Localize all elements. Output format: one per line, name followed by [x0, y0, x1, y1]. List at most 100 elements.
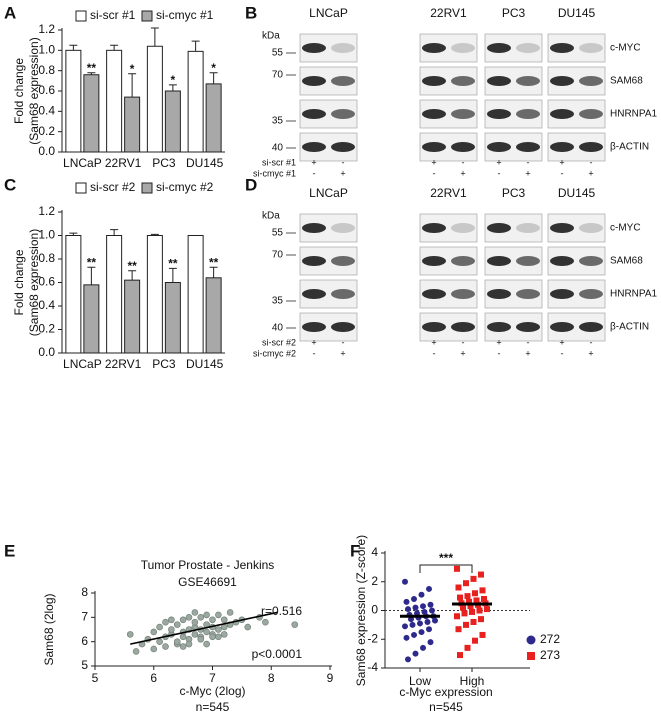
point — [209, 633, 216, 641]
x-tick-label: 8 — [268, 671, 275, 685]
condition-sign: + — [431, 337, 436, 347]
y-tick-label: 1.2 — [38, 204, 55, 218]
y-axis-label: Fold change — [12, 249, 26, 315]
protein-label: SAM68 — [610, 256, 643, 267]
band — [487, 223, 511, 233]
y-tick-label: 1.2 — [38, 22, 55, 36]
point — [409, 621, 416, 628]
bar — [124, 96, 141, 153]
y-tick-label: 0.6 — [38, 275, 55, 289]
protein-label: HNRNPA1 — [610, 109, 657, 120]
band — [516, 142, 540, 152]
point — [203, 640, 210, 648]
condition-sign: - — [433, 348, 436, 358]
y-tick-label: 5 — [81, 658, 88, 672]
band — [302, 142, 326, 152]
band — [331, 142, 355, 152]
point — [427, 639, 434, 646]
point — [150, 628, 158, 636]
bar — [146, 45, 163, 153]
band — [550, 322, 574, 332]
panel-label: D — [245, 175, 257, 194]
error-bar — [128, 73, 137, 98]
band — [451, 76, 475, 86]
point — [467, 603, 474, 610]
bar — [164, 282, 181, 354]
condition-sign: + — [311, 337, 316, 347]
condition-sign: - — [498, 348, 501, 358]
y-tick-label: 4 — [371, 545, 378, 559]
point — [220, 616, 228, 624]
point — [454, 565, 460, 572]
band — [550, 43, 574, 53]
bar — [83, 74, 100, 153]
point — [403, 634, 410, 641]
y-tick-label: 0.4 — [38, 104, 55, 118]
band — [422, 142, 446, 152]
y-tick-label: 0.2 — [38, 322, 55, 336]
y-axis-label: Fold change — [12, 58, 26, 124]
marker-label: 40 — [272, 143, 284, 154]
band — [550, 76, 574, 86]
condition-sign: - — [498, 168, 501, 178]
point — [457, 594, 463, 601]
legend-swatch — [526, 635, 536, 645]
bar — [187, 235, 204, 354]
condition-sign: - — [462, 157, 465, 167]
condition-sign: - — [527, 337, 530, 347]
condition-sign: + — [588, 348, 593, 358]
legend-swatch — [527, 652, 535, 660]
point — [479, 587, 486, 594]
point — [132, 648, 140, 655]
bar — [164, 90, 181, 153]
marker-label: 55 — [272, 228, 284, 239]
point — [220, 631, 228, 638]
error-bar — [110, 229, 119, 236]
kda-label: kDa — [262, 211, 280, 222]
y-tick-label: 2 — [371, 574, 378, 588]
x-tick-label: Low — [409, 674, 431, 688]
x-tick-label: PC3 — [152, 156, 176, 170]
y-tick-label: 1.0 — [38, 43, 55, 57]
protein-label: HNRNPA1 — [610, 289, 657, 300]
significance: * — [130, 62, 135, 76]
fit-line — [130, 611, 278, 645]
y-tick-label: 0 — [371, 603, 378, 617]
band — [451, 223, 475, 233]
band — [331, 256, 355, 266]
condition-sign: + — [340, 168, 345, 178]
bar — [205, 83, 222, 153]
point — [403, 598, 410, 605]
band — [487, 322, 511, 332]
sample-size: n=545 — [196, 700, 230, 714]
point — [457, 652, 463, 659]
y-axis-label: (Sam68 expression) — [27, 37, 41, 144]
point — [168, 626, 175, 633]
condition-sign: + — [460, 168, 465, 178]
point — [472, 637, 478, 644]
point — [173, 621, 181, 628]
panel-label: F — [350, 541, 360, 560]
point — [461, 610, 468, 617]
condition-sign: - — [313, 168, 316, 178]
x-tick-label: 6 — [150, 671, 157, 685]
point — [418, 591, 425, 598]
condition-sign: + — [431, 157, 436, 167]
point — [460, 604, 466, 611]
y-tick-label: 0.4 — [38, 298, 55, 312]
band — [579, 322, 603, 332]
significance: ** — [87, 255, 97, 269]
bar — [106, 49, 123, 153]
cell-line-label: DU145 — [558, 186, 596, 200]
condition-sign: + — [588, 168, 593, 178]
cell-line-label: LNCaP — [309, 186, 348, 200]
band — [422, 289, 446, 299]
chart-title: GSE46691 — [178, 575, 237, 589]
band — [579, 43, 603, 53]
point — [411, 631, 417, 638]
point — [470, 575, 477, 582]
point — [162, 643, 169, 650]
protein-label: SAM68 — [610, 76, 643, 87]
marker-label: 55 — [272, 48, 284, 59]
point — [484, 606, 490, 613]
